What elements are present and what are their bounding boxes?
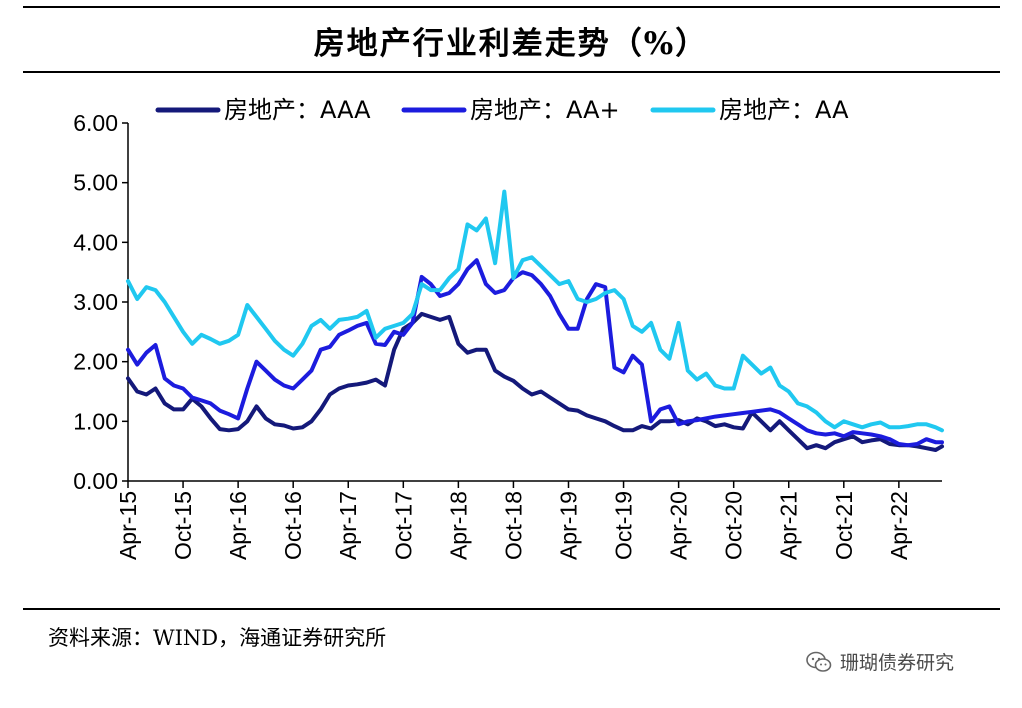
x-tick-label: Apr-20 xyxy=(666,491,692,560)
x-tick-label: Oct-18 xyxy=(500,491,526,560)
series-line-2 xyxy=(126,258,944,448)
chart-series xyxy=(126,189,944,452)
x-tick-label: Apr-22 xyxy=(886,491,912,560)
y-tick-label: 6.00 xyxy=(73,110,118,136)
y-tick-label: 0.00 xyxy=(73,468,118,494)
x-tick-label: Oct-21 xyxy=(831,491,857,560)
watermark: 珊瑚债券研究 xyxy=(806,648,954,675)
x-tick-label: Oct-17 xyxy=(390,491,416,560)
top-rule xyxy=(23,6,1000,8)
legend-label-2: 房地产：AA+ xyxy=(470,96,620,124)
x-tick-label: Apr-17 xyxy=(335,491,361,560)
y-tick-label: 2.00 xyxy=(73,349,118,375)
x-tick-label: Apr-21 xyxy=(776,491,802,560)
x-tick-label: Apr-16 xyxy=(225,491,251,560)
legend-label-1: 房地产：AAA xyxy=(224,96,371,124)
x-tick-label: Apr-15 xyxy=(115,491,141,560)
title-rule xyxy=(23,71,1000,73)
source-note: 资料来源：WIND，海通证券研究所 xyxy=(48,626,387,650)
watermark-text: 珊瑚债券研究 xyxy=(840,652,955,674)
x-tick-label: Oct-15 xyxy=(170,491,196,560)
y-tick-label: 3.00 xyxy=(73,289,118,315)
x-tick-label: Oct-20 xyxy=(721,491,747,560)
y-tick-label: 4.00 xyxy=(73,229,118,255)
x-tick-label: Apr-19 xyxy=(555,491,581,560)
y-axis-ticks: 0.00 1.00 2.00 3.00 4.00 5.00 6.00 xyxy=(73,110,128,494)
wechat-icon xyxy=(806,651,832,672)
chart-legend: 房地产：AAA 房地产：AA+ 房地产：AA xyxy=(155,96,849,124)
series-line-1 xyxy=(126,311,944,452)
y-tick-label: 5.00 xyxy=(73,170,118,196)
x-tick-label: Apr-18 xyxy=(445,491,471,560)
series-line-3 xyxy=(126,189,944,433)
chart-axes xyxy=(127,123,942,482)
y-tick-label: 1.00 xyxy=(73,408,118,434)
x-tick-label: Oct-19 xyxy=(611,491,637,560)
x-axis-ticks: Apr-15 Oct-15 Apr-16 Oct-16 Apr-17 Oct-17 Apr-… xyxy=(115,481,912,560)
line-chart: 房地产：AAA 房地产：AA+ 房地产：AA 0.00 1.00 2.00 3.00 4.0… xyxy=(73,96,944,560)
legend-label-3: 房地产：AA xyxy=(719,96,849,124)
x-tick-label: Oct-16 xyxy=(280,491,306,560)
bottom-rule xyxy=(23,608,1000,610)
chart-title: 房地产行业利差走势（%） xyxy=(313,26,709,62)
